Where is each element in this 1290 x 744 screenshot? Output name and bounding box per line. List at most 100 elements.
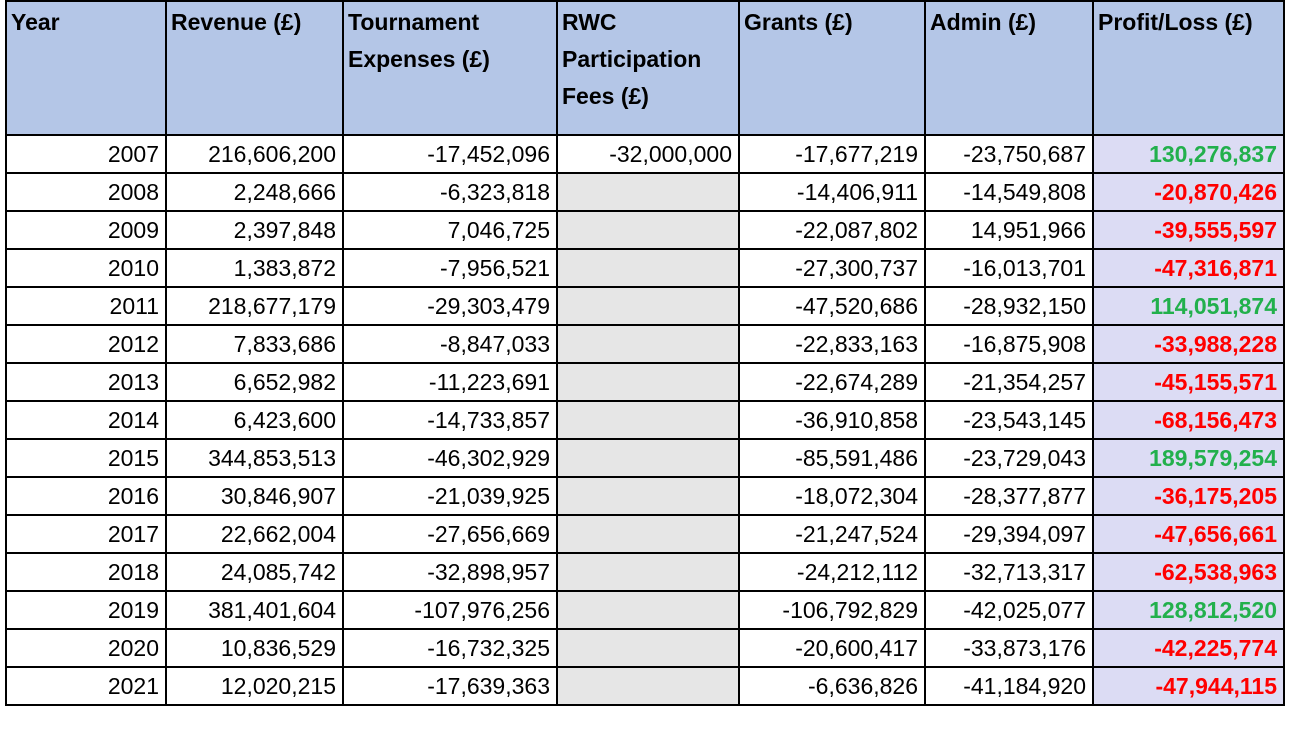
table-cell: -32,000,000: [556, 134, 740, 174]
empty-cell: [556, 476, 740, 516]
profit-loss-cell: -47,656,661: [1092, 514, 1285, 554]
header-cell: RWC Participation Fees (£): [556, 0, 740, 136]
profit-loss-cell: 128,812,520: [1092, 590, 1285, 630]
table-cell: 1,383,872: [165, 248, 344, 288]
table-cell: -14,406,911: [738, 172, 926, 212]
table-cell: -27,300,737: [738, 248, 926, 288]
empty-cell: [556, 286, 740, 326]
table-cell: -6,323,818: [342, 172, 558, 212]
table-cell: 2015: [5, 438, 167, 478]
table-cell: -16,013,701: [924, 248, 1094, 288]
table-cell: -24,212,112: [738, 552, 926, 592]
table-row: 2015 344,853,513 -46,302,929 -85,591,486 -23…: [5, 438, 1285, 478]
table-cell: 2014: [5, 400, 167, 440]
table-cell: -107,976,256: [342, 590, 558, 630]
table-cell: -28,932,150: [924, 286, 1094, 326]
table-cell: 2008: [5, 172, 167, 212]
table-cell: -32,898,957: [342, 552, 558, 592]
table-cell: -23,543,145: [924, 400, 1094, 440]
table-cell: -14,549,808: [924, 172, 1094, 212]
table-cell: -16,875,908: [924, 324, 1094, 364]
table-cell: 30,846,907: [165, 476, 344, 516]
table-cell: -29,303,479: [342, 286, 558, 326]
table-cell: 24,085,742: [165, 552, 344, 592]
table-cell: -14,733,857: [342, 400, 558, 440]
table-row: 2018 24,085,742 -32,898,957 -24,212,112 -32,…: [5, 552, 1285, 592]
profit-loss-cell: -33,988,228: [1092, 324, 1285, 364]
table-cell: 2011: [5, 286, 167, 326]
empty-cell: [556, 362, 740, 402]
table-cell: -27,656,669: [342, 514, 558, 554]
table-cell: -17,639,363: [342, 666, 558, 706]
table-cell: -21,039,925: [342, 476, 558, 516]
table-cell: -32,713,317: [924, 552, 1094, 592]
table-row: 2011 218,677,179 -29,303,479 -47,520,686 -28…: [5, 286, 1285, 326]
table-cell: 2012: [5, 324, 167, 364]
table-cell: -16,732,325: [342, 628, 558, 668]
table-cell: 2013: [5, 362, 167, 402]
header-cell: Admin (£): [924, 0, 1094, 136]
empty-cell: [556, 438, 740, 478]
table-cell: 218,677,179: [165, 286, 344, 326]
header-row: Year Revenue (£) Tournament Expenses (£) RW…: [5, 0, 1285, 136]
table-cell: -23,750,687: [924, 134, 1094, 174]
table-cell: -85,591,486: [738, 438, 926, 478]
table-row: 2016 30,846,907 -21,039,925 -18,072,304 -28,…: [5, 476, 1285, 516]
table-cell: 14,951,966: [924, 210, 1094, 250]
profit-loss-cell: -47,944,115: [1092, 666, 1285, 706]
table-cell: 7,046,725: [342, 210, 558, 250]
table-row: 2012 7,833,686 -8,847,033 -22,833,163 -16,87…: [5, 324, 1285, 364]
profit-loss-cell: -42,225,774: [1092, 628, 1285, 668]
profit-loss-cell: 114,051,874: [1092, 286, 1285, 326]
table-cell: 2,248,666: [165, 172, 344, 212]
empty-cell: [556, 248, 740, 288]
table-cell: -11,223,691: [342, 362, 558, 402]
table-cell: 12,020,215: [165, 666, 344, 706]
header-cell: Profit/Loss (£): [1092, 0, 1285, 136]
table-cell: 381,401,604: [165, 590, 344, 630]
table-cell: 216,606,200: [165, 134, 344, 174]
table-cell: -41,184,920: [924, 666, 1094, 706]
empty-cell: [556, 400, 740, 440]
table-cell: 7,833,686: [165, 324, 344, 364]
header-cell: Revenue (£): [165, 0, 344, 136]
table-cell: -29,394,097: [924, 514, 1094, 554]
financial-table: Year Revenue (£) Tournament Expenses (£) RW…: [5, 0, 1285, 706]
table-row: 2008 2,248,666 -6,323,818 -14,406,911 -14,54…: [5, 172, 1285, 212]
profit-loss-cell: -20,870,426: [1092, 172, 1285, 212]
table-cell: -21,247,524: [738, 514, 926, 554]
profit-loss-cell: -47,316,871: [1092, 248, 1285, 288]
table-cell: -17,452,096: [342, 134, 558, 174]
header-cell: Grants (£): [738, 0, 926, 136]
table-row: 2014 6,423,600 -14,733,857 -36,910,858 -23,5…: [5, 400, 1285, 440]
table-cell: -47,520,686: [738, 286, 926, 326]
table-cell: 2007: [5, 134, 167, 174]
profit-loss-cell: -39,555,597: [1092, 210, 1285, 250]
empty-cell: [556, 590, 740, 630]
table-cell: 2017: [5, 514, 167, 554]
table-cell: 2020: [5, 628, 167, 668]
table-cell: -106,792,829: [738, 590, 926, 630]
table-row: 2021 12,020,215 -17,639,363 -6,636,826 -41,1…: [5, 666, 1285, 706]
table-cell: 2019: [5, 590, 167, 630]
table-cell: -33,873,176: [924, 628, 1094, 668]
empty-cell: [556, 210, 740, 250]
empty-cell: [556, 628, 740, 668]
table-cell: -22,833,163: [738, 324, 926, 364]
table-row: 2009 2,397,848 7,046,725 -22,087,802 14,951,…: [5, 210, 1285, 250]
table-cell: 6,652,982: [165, 362, 344, 402]
profit-loss-cell: 189,579,254: [1092, 438, 1285, 478]
profit-loss-cell: -45,155,571: [1092, 362, 1285, 402]
table-cell: -46,302,929: [342, 438, 558, 478]
header-cell: Year: [5, 0, 167, 136]
table-cell: 2010: [5, 248, 167, 288]
table-cell: -17,677,219: [738, 134, 926, 174]
table-row: 2019 381,401,604 -107,976,256 -106,792,829-…: [5, 590, 1285, 630]
table-cell: -21,354,257: [924, 362, 1094, 402]
table-cell: -22,674,289: [738, 362, 926, 402]
table-cell: 2009: [5, 210, 167, 250]
table-cell: 6,423,600: [165, 400, 344, 440]
table-cell: 10,836,529: [165, 628, 344, 668]
table-row: 2010 1,383,872 -7,956,521 -27,300,737 -16,01…: [5, 248, 1285, 288]
